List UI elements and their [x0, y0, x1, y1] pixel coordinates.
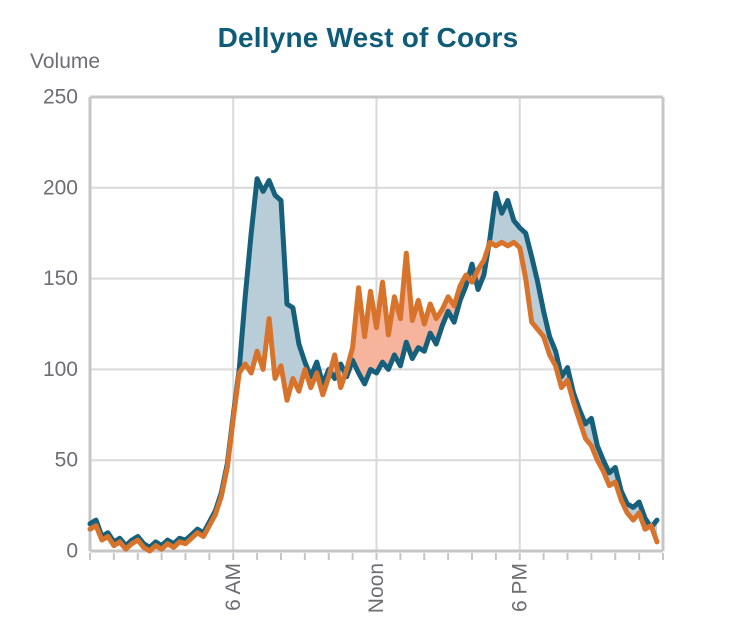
x-axis-tick-label: 6 PM	[508, 563, 531, 612]
y-axis-tick-label: 100	[43, 358, 78, 381]
orange-series-line	[87, 239, 660, 554]
page-title: Dellyne West of Coors	[217, 22, 519, 53]
fill-between-region	[345, 253, 469, 384]
x-axis-tick-label: 6 AM	[222, 563, 245, 611]
y-axis-tick-label: 50	[55, 449, 78, 472]
y-axis-title: Volume	[30, 50, 101, 73]
teal-series-line	[87, 176, 660, 550]
fill-between-region	[90, 178, 331, 551]
y-axis-tick-label: 250	[43, 86, 78, 109]
y-axis-tick-label: 150	[43, 267, 78, 290]
x-axis-tick-label: Noon	[365, 563, 388, 613]
y-axis-tick-label: 200	[43, 176, 78, 199]
y-axis-tick-label: 0	[66, 540, 78, 563]
fill-between-region	[488, 193, 651, 530]
